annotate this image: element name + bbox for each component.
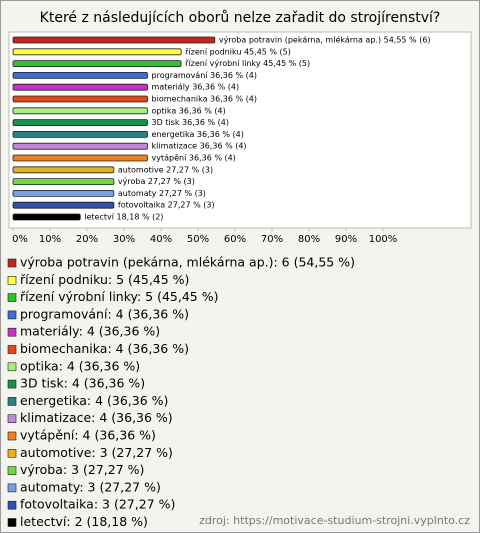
legend-label: automaty: 3 (27,27 %)	[20, 479, 161, 494]
legend-swatch	[7, 414, 17, 424]
legend-swatch	[7, 518, 17, 527]
x-tick-label: 70%	[261, 234, 283, 245]
bar	[12, 119, 148, 126]
legend-swatch	[7, 293, 17, 302]
value-label: 3D tisk 36,36 % (4)	[152, 118, 229, 127]
legend-label: letectví: 2 (18,18 %)	[20, 514, 148, 529]
value-label: řízení výrobní linky 45,45 % (5)	[185, 59, 310, 68]
bar	[12, 154, 148, 162]
x-tick-label: 80%	[298, 234, 320, 245]
legend-label: výroba: 3 (27,27 %)	[20, 462, 144, 477]
x-tick-label: 20%	[76, 234, 98, 245]
legend-label: materiály: 4 (36,36 %)	[20, 324, 160, 339]
legend-swatch	[7, 466, 17, 475]
bar	[12, 213, 81, 221]
value-label: optika 36,36 % (4)	[152, 106, 226, 115]
value-label: výroba 27,27 % (3)	[118, 177, 195, 186]
legend-label: biomechanika: 4 (36,36 %)	[20, 341, 189, 356]
bar	[12, 72, 148, 79]
bar	[12, 48, 182, 56]
legend-swatch	[7, 345, 17, 354]
bar	[12, 189, 115, 197]
legend-swatch	[7, 362, 17, 372]
value-label: klimatizace 36,36 % (4)	[152, 142, 247, 151]
bar	[12, 166, 115, 174]
bar	[12, 201, 115, 209]
bar	[12, 130, 148, 138]
x-tick-label: 0%	[12, 234, 28, 245]
bar	[12, 60, 182, 67]
legend-swatch	[7, 275, 17, 285]
legend-swatch	[7, 431, 17, 441]
x-tick-label: 40%	[150, 234, 172, 245]
bar	[12, 83, 148, 91]
legend-swatch	[7, 258, 17, 268]
legend-swatch	[7, 448, 17, 458]
legend-label: programování: 4 (36,36 %)	[20, 306, 189, 321]
value-label: programování 36,36 % (4)	[152, 71, 257, 80]
value-label: automaty 27,27 % (3)	[118, 189, 206, 198]
x-tick-label: 90%	[335, 234, 357, 245]
bar	[12, 178, 115, 186]
x-tick-label: 50%	[187, 234, 209, 245]
x-tick-label: 60%	[224, 234, 246, 245]
legend-label: řízení podniku: 5 (45,45 %)	[20, 272, 189, 287]
x-tick-label: 100%	[369, 234, 398, 245]
x-tick-label: 30%	[113, 234, 135, 245]
bar	[12, 95, 148, 103]
source: zdroj: https://motivace-studium-strojni.…	[199, 514, 470, 527]
value-label: energetika 36,36 % (4)	[152, 130, 244, 139]
legend-label: energetika: 4 (36,36 %)	[20, 393, 168, 408]
legend-label: optika: 4 (36,36 %)	[20, 358, 140, 373]
value-label: materiály 36,36 % (4)	[152, 83, 240, 92]
legend-label: vytápění: 4 (36,36 %)	[20, 428, 156, 443]
legend-swatch	[7, 483, 17, 493]
value-label: automotive 27,27 % (3)	[118, 165, 213, 174]
value-label: biomechanika 36,36 % (4)	[152, 95, 257, 104]
value-label: fotovoltaika 27,27 % (3)	[118, 201, 215, 210]
bar	[12, 142, 148, 150]
legend-label: fotovoltaika: 3 (27,27 %)	[20, 497, 175, 512]
legend-swatch	[7, 397, 17, 406]
legend-label: automotive: 3 (27,27 %)	[20, 445, 173, 460]
legend-label: výroba potravin (pekárna, mlékárna ap.):…	[20, 255, 355, 270]
legend-swatch	[7, 310, 17, 320]
legend-swatch	[7, 379, 17, 389]
legend-swatch	[7, 500, 17, 510]
bar	[12, 107, 148, 115]
x-tick-label: 10%	[39, 234, 61, 245]
legend-label: 3D tisk: 4 (36,36 %)	[20, 376, 145, 391]
legend-label: řízení výrobní linky: 5 (45,45 %)	[20, 289, 219, 304]
legend-label: klimatizace: 4 (36,36 %)	[20, 410, 173, 425]
value-label: výroba potravin (pekárna, mlékárna ap.) …	[219, 35, 431, 45]
legend-swatch	[7, 327, 17, 337]
chart-title: Které z následujících oborů nelze zařadi…	[40, 10, 441, 26]
value-label: vytápění 36,36 % (4)	[152, 154, 236, 163]
value-label: letectví 18,18 % (2)	[84, 213, 163, 222]
bar	[12, 36, 216, 44]
value-label: řízení podniku 45,45 % (5)	[185, 47, 291, 56]
